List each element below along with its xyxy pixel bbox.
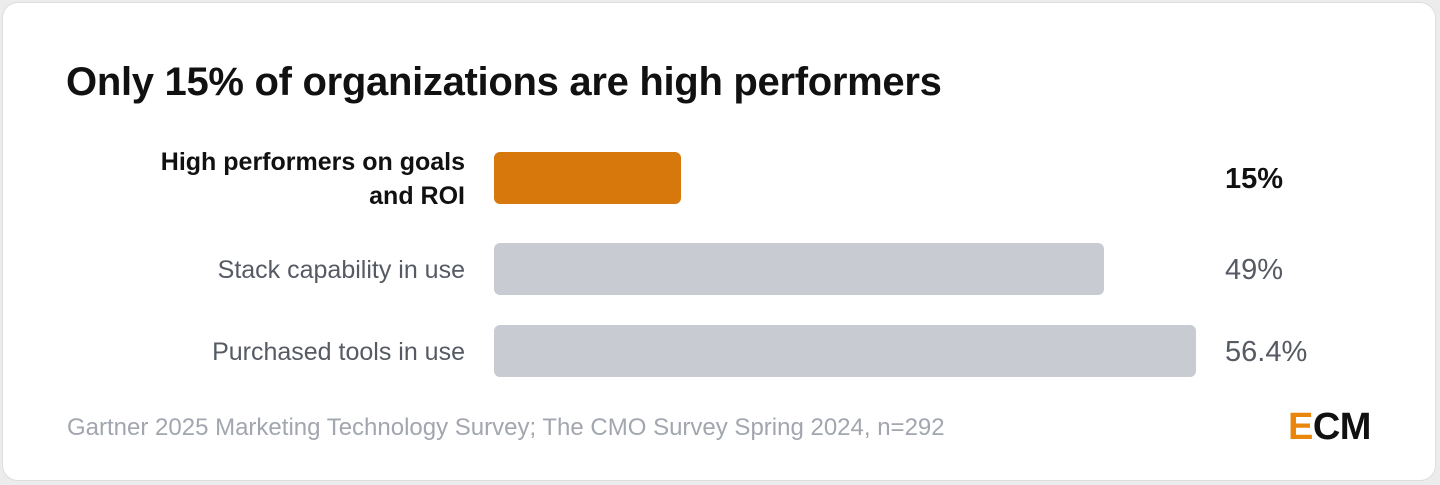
category-label-2: Purchased tools in use xyxy=(212,338,465,366)
value-label-1: 49% xyxy=(1225,254,1283,286)
bar-0 xyxy=(494,152,681,204)
logo-accent-letter: E xyxy=(1288,406,1313,448)
category-label-1: Stack capability in use xyxy=(218,256,465,284)
source-note: Gartner 2025 Marketing Technology Survey… xyxy=(67,414,945,441)
bar-1 xyxy=(494,243,1104,295)
category-label-line: and ROI xyxy=(369,182,465,210)
value-label-0: 15% xyxy=(1225,163,1283,195)
logo-rest: CM xyxy=(1312,406,1372,448)
category-label-0: High performers on goals and ROI xyxy=(161,148,465,210)
ecm-logo: ECM xyxy=(1288,406,1371,449)
category-label-line: High performers on goals xyxy=(161,148,465,176)
category-label-line: Stack capability in use xyxy=(218,256,465,284)
bar-2 xyxy=(494,325,1196,377)
category-label-line: Purchased tools in use xyxy=(212,338,465,366)
value-label-2: 56.4% xyxy=(1225,336,1307,368)
chart-title: Only 15% of organizations are high perfo… xyxy=(66,60,942,104)
